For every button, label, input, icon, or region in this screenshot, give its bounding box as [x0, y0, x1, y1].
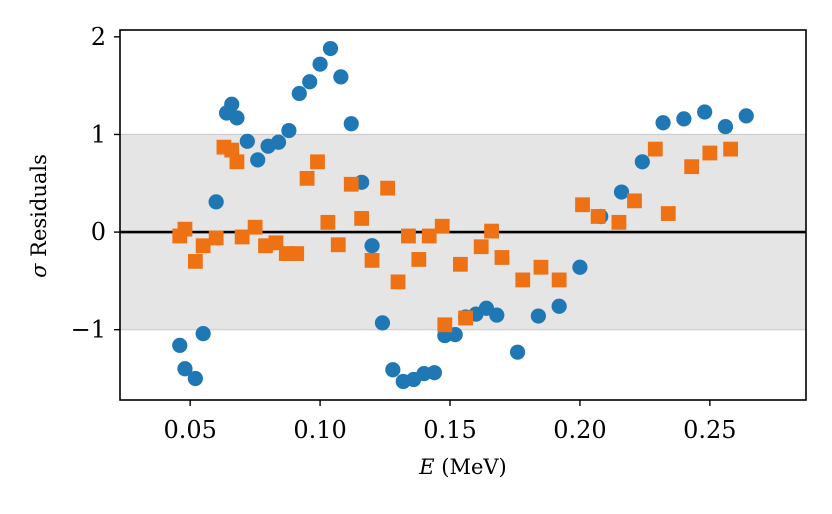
data-point-square — [343, 176, 359, 192]
data-point-square — [187, 253, 203, 269]
data-point-square — [330, 237, 346, 253]
data-point-square — [177, 221, 193, 237]
y-tick-label: −1 — [71, 316, 106, 344]
data-point-circle — [509, 344, 526, 360]
data-point-circle — [343, 116, 359, 132]
data-point-circle — [281, 122, 297, 139]
data-point-circle — [530, 308, 546, 324]
data-point-square — [458, 310, 473, 326]
data-point-circle — [208, 194, 224, 210]
data-point-square — [515, 272, 531, 288]
data-point-circle — [655, 115, 671, 131]
x-axis-variable: E — [418, 455, 434, 479]
y-axis-label: σ Residuals — [27, 154, 51, 278]
data-point-circle — [270, 134, 287, 150]
data-point-circle — [177, 361, 193, 377]
x-tick-label: 0.20 — [553, 416, 606, 444]
ticks-layer: 0.05 0.10 0.15 0.20 0.25 −1 0 1 2 — [71, 23, 737, 444]
x-axis-unit: (MeV) — [435, 455, 507, 479]
data-point-square — [411, 252, 427, 267]
data-point-square — [299, 170, 315, 186]
x-tick-label: 0.15 — [423, 416, 476, 444]
data-point-square — [702, 145, 718, 161]
data-point-circle — [738, 108, 754, 124]
data-point-circle — [717, 119, 734, 135]
data-point-circle — [322, 40, 339, 57]
data-point-square — [494, 250, 510, 265]
data-point-circle — [697, 104, 713, 120]
data-point-square — [195, 238, 211, 254]
data-points-layer — [172, 40, 754, 390]
data-point-square — [723, 141, 739, 157]
data-point-square — [684, 159, 700, 175]
data-point-circle — [187, 370, 203, 387]
data-point-square — [401, 228, 416, 244]
data-point-circle — [572, 259, 588, 275]
data-point-circle — [613, 184, 630, 200]
data-point-circle — [551, 298, 567, 314]
data-point-square — [551, 272, 567, 288]
y-tick-label: 2 — [91, 23, 106, 51]
data-point-square — [611, 214, 627, 230]
data-point-square — [310, 154, 325, 170]
data-point-square — [289, 246, 305, 261]
data-point-square — [247, 219, 263, 235]
x-tick-label: 0.10 — [293, 416, 346, 444]
data-point-square — [473, 239, 489, 255]
x-axis-label: E (MeV) — [418, 455, 507, 479]
data-point-square — [224, 142, 240, 158]
data-point-square — [421, 228, 437, 244]
data-point-square — [437, 317, 453, 333]
data-point-square — [575, 197, 590, 213]
data-point-circle — [676, 111, 692, 127]
data-point-circle — [426, 365, 443, 381]
data-point-square — [453, 256, 468, 272]
data-point-square — [354, 211, 370, 226]
y-axis-variable: σ — [27, 263, 51, 278]
data-point-square — [390, 274, 406, 290]
data-point-circle — [229, 110, 245, 126]
data-point-square — [320, 214, 336, 230]
data-point-square — [434, 218, 450, 234]
data-point-circle — [333, 69, 349, 85]
data-point-circle — [312, 56, 328, 72]
x-tick-label: 0.25 — [683, 416, 736, 444]
data-point-circle — [172, 337, 188, 353]
data-point-square — [364, 252, 380, 268]
plot-frame — [119, 29, 807, 401]
data-point-square — [590, 209, 606, 224]
data-point-circle — [239, 133, 255, 149]
data-point-circle — [195, 326, 211, 342]
data-point-square — [647, 141, 663, 157]
data-point-square — [627, 193, 642, 209]
data-point-circle — [385, 362, 401, 378]
data-point-square — [380, 180, 396, 196]
data-point-square — [484, 223, 499, 239]
data-point-square — [234, 229, 250, 245]
data-point-circle — [250, 152, 266, 168]
data-point-circle — [302, 74, 318, 90]
series-2 — [172, 139, 739, 333]
y-tick-label: 1 — [91, 120, 106, 148]
data-point-square — [660, 206, 676, 221]
data-point-square — [229, 154, 245, 170]
y-tick-label: 0 — [91, 218, 106, 246]
y-axis-text: Residuals — [27, 154, 51, 263]
data-point-circle — [224, 96, 240, 112]
x-tick-label: 0.05 — [163, 416, 216, 444]
data-point-circle — [634, 154, 650, 170]
data-point-circle — [291, 85, 307, 102]
data-point-circle — [374, 315, 391, 331]
data-point-square — [208, 230, 224, 246]
data-point-square — [533, 259, 549, 275]
data-point-circle — [364, 238, 380, 254]
data-point-circle — [489, 307, 505, 323]
